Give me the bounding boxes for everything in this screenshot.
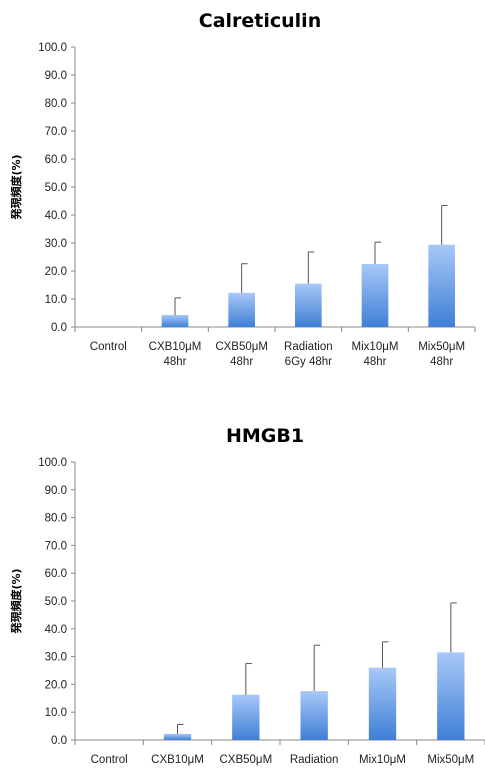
hmgb1-y-tick-label: 100.0	[38, 457, 67, 469]
calreticulin-title: Calreticulin	[199, 10, 321, 32]
hmgb1-category-label: Control	[91, 754, 128, 766]
hmgb1-bar	[437, 652, 465, 740]
calreticulin-bar	[228, 292, 255, 327]
hmgb1-y-axis-label: 発現頻度(%)	[9, 568, 23, 634]
calreticulin-y-tick-label: 90.0	[45, 70, 67, 82]
hmgb1-y-tick-label: 0.0	[51, 735, 67, 747]
calreticulin-y-tick-label: 100.0	[38, 42, 67, 54]
calreticulin-y-tick-label: 60.0	[45, 154, 67, 166]
calreticulin-bar	[361, 264, 389, 327]
hmgb1-y-tick-label: 30.0	[45, 652, 67, 664]
calreticulin-category-label: CXB10μM 48hr	[149, 341, 202, 368]
hmgb1-y-tick-label: 50.0	[45, 596, 67, 608]
hmgb1-title: HMGB1	[226, 425, 304, 447]
hmgb1-y-tick-label: 70.0	[45, 540, 67, 552]
calreticulin-y-tick-label: 40.0	[45, 210, 67, 222]
calreticulin-y-tick-label: 50.0	[45, 182, 67, 194]
calreticulin-y-axis-label: 発現頻度(%)	[9, 154, 23, 220]
hmgb1-y-tick-label: 20.0	[45, 679, 67, 691]
hmgb1-category-label: CXB10μM	[151, 754, 204, 766]
calreticulin-bar	[295, 283, 322, 327]
calreticulin-y-tick-label: 20.0	[45, 266, 67, 278]
calreticulin-category-label: Control	[90, 341, 127, 353]
calreticulin-y-tick-label: 10.0	[45, 294, 67, 306]
hmgb1-bar	[368, 667, 397, 740]
calreticulin-bar	[161, 314, 189, 327]
calreticulin-y-tick-label: 0.0	[51, 322, 67, 334]
hmgb1-category-label: Radiation	[290, 754, 339, 766]
calreticulin-y-tick-label: 30.0	[45, 238, 67, 250]
hmgb1-y-tick-label: 90.0	[45, 485, 67, 497]
hmgb1-category-label: CXB50μM	[220, 754, 273, 766]
hmgb1-bar	[232, 694, 260, 740]
hmgb1-y-tick-label: 10.0	[45, 707, 67, 719]
calreticulin-y-tick-label: 70.0	[45, 126, 67, 138]
hmgb1-chart: HMGB1 発現頻度(%) 0.0 10.0 20.0 30.0 40.0 50.0 60.0 7…	[9, 425, 485, 766]
hmgb1-category-label: Mix50μM	[427, 754, 474, 766]
hmgb1-y-tick-label: 60.0	[45, 568, 67, 580]
calreticulin-category-label: Radiation 6Gy 48hr	[284, 341, 333, 368]
hmgb1-bar	[300, 691, 328, 740]
hmgb1-bar	[163, 733, 192, 740]
calreticulin-category-label: Mix10μM 48hr	[352, 341, 399, 368]
calreticulin-y-tick-label: 80.0	[45, 98, 67, 110]
hmgb1-y-tick-label: 80.0	[45, 513, 67, 525]
calreticulin-chart: Calreticulin 発現頻度(%) 0.0 10.0 20.0 30.0 40.0 50…	[9, 10, 476, 368]
calreticulin-bar	[428, 244, 455, 327]
hmgb1-category-label: Mix10μM	[359, 754, 406, 766]
calreticulin-category-label: CXB50μM 48hr	[215, 341, 268, 368]
calreticulin-category-label: Mix50μM 48hr	[418, 341, 465, 368]
hmgb1-y-tick-label: 40.0	[45, 624, 67, 636]
